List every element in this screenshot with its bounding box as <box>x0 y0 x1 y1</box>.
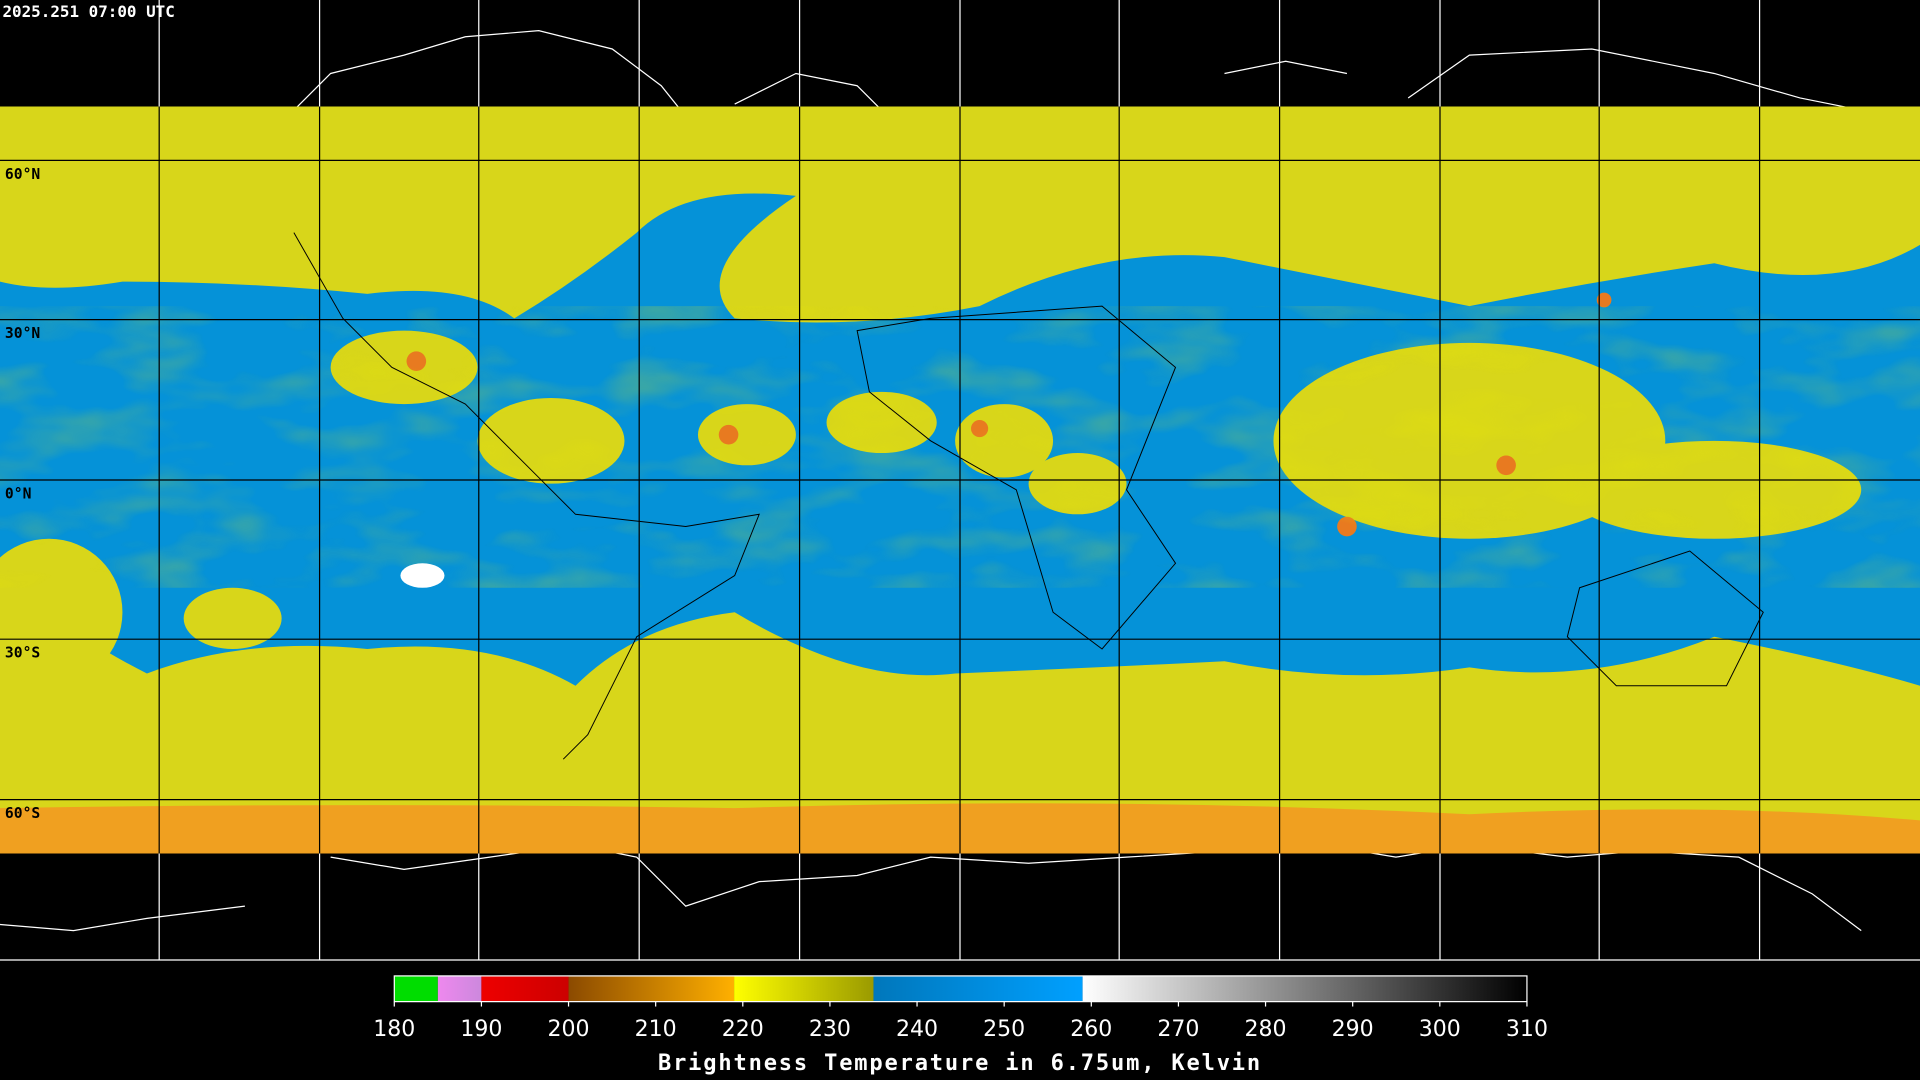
colorbar-tick-label: 300 <box>1419 1017 1461 1042</box>
colorbar-tick-label: 290 <box>1332 1017 1374 1042</box>
missing-data <box>400 563 445 588</box>
colorbar-tick-label: 260 <box>1070 1017 1112 1042</box>
graticule <box>0 0 1920 960</box>
colorbar-tick-label: 210 <box>635 1017 677 1042</box>
colorbar-tick-label: 240 <box>896 1017 938 1042</box>
colorbar-tick-label: 250 <box>983 1017 1025 1042</box>
colorbar-tick-label: 220 <box>722 1017 764 1042</box>
colorbar-segment <box>394 975 438 1002</box>
lat-label: 30°N <box>5 325 40 342</box>
timestamp: 2025.251 07:00 UTC <box>2 2 174 21</box>
lat-label: 30°S <box>5 645 40 662</box>
colorbar: 180 190 200 210 220 230 240 250 260 270 280 290 300 3… <box>373 975 1548 1042</box>
continent-outlines <box>293 232 1764 760</box>
colorbar-tick-label: 190 <box>460 1017 502 1042</box>
colorbar-segment <box>481 975 569 1002</box>
colorbar-segment <box>873 975 1083 1002</box>
colorbar-tick-label: 270 <box>1157 1017 1199 1042</box>
arctic-coast <box>293 29 1862 117</box>
lat-label: 60°N <box>5 166 40 183</box>
colorbar-tick-label: 180 <box>373 1017 415 1042</box>
lat-label: 60°S <box>5 805 40 822</box>
colorbar-frame <box>393 975 1528 1003</box>
colorbar-segment <box>734 975 874 1002</box>
colorbar-segment <box>568 975 735 1002</box>
colorbar-tick-label: 200 <box>548 1017 590 1042</box>
colorbar-tick-label: 230 <box>809 1017 851 1042</box>
colorbar-tick-label: 280 <box>1245 1017 1287 1042</box>
colorbar-tick-label: 310 <box>1506 1017 1548 1042</box>
colorbar-title: Brightness Temperature in 6.75um, Kelvin <box>658 1051 1262 1076</box>
lat-label: 0°N <box>5 485 32 502</box>
colorbar-segment <box>437 975 482 1002</box>
colorbar-segment <box>1082 975 1527 1002</box>
data-field <box>0 0 1920 960</box>
